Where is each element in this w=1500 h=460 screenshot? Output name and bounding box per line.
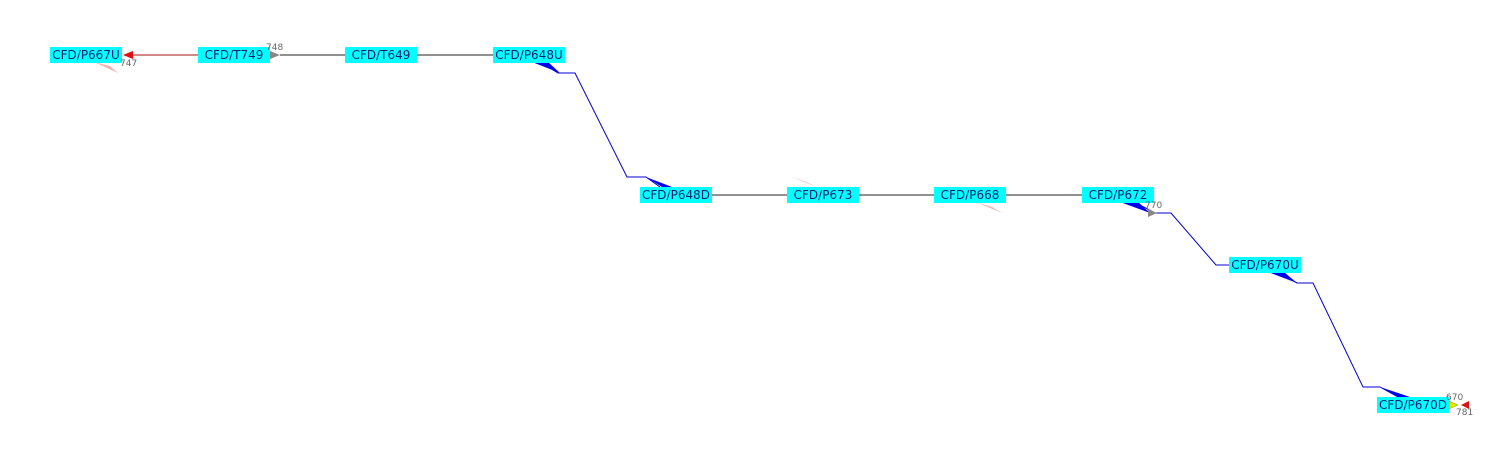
pink-wedge-p667u (94, 62, 118, 73)
port-number-748: 748 (266, 43, 283, 53)
node-p670d[interactable]: CFD/P670D (1377, 397, 1449, 413)
node-p667u[interactable]: CFD/P667U (50, 47, 122, 63)
node-t649[interactable]: CFD/T649 (345, 47, 417, 63)
link-p648u-p648d (544, 64, 661, 188)
node-label: CFD/P667U (52, 48, 120, 62)
pink-wedge-p673 (792, 177, 816, 187)
node-label: CFD/P673 (794, 188, 853, 202)
port-number-670: 670 (1446, 393, 1463, 403)
port-number-781: 781 (1456, 408, 1473, 418)
node-p648d[interactable]: CFD/P648D (640, 187, 712, 203)
pink-wedge-p668 (976, 202, 1002, 213)
arrow-gray-t749 (270, 51, 280, 59)
port-number-747: 747 (120, 59, 137, 69)
node-label: CFD/P648D (642, 188, 710, 202)
blue-wedge-p672 (1120, 202, 1150, 213)
node-t749[interactable]: CFD/T749 (198, 47, 270, 63)
blue-wedge-p648d (646, 177, 672, 187)
node-p673[interactable]: CFD/P673 (787, 187, 859, 203)
blue-wedge-p670u (1268, 272, 1297, 283)
node-label: CFD/T749 (205, 48, 264, 62)
arrow-red-p667u (123, 51, 133, 59)
arrow-gray-p672 (1148, 209, 1157, 217)
node-p672[interactable]: CFD/P672 (1082, 187, 1154, 203)
node-label: CFD/P670U (1231, 258, 1299, 272)
node-label: CFD/P670D (1379, 398, 1447, 412)
port-number-770: 770 (1145, 201, 1162, 211)
node-label: CFD/T649 (352, 48, 411, 62)
node-p648u[interactable]: CFD/P648U (493, 47, 565, 63)
blue-wedge-p648u (532, 62, 560, 73)
node-label: CFD/P672 (1089, 188, 1148, 202)
link-p670u-p670d (1281, 274, 1399, 398)
arrow-red-p670d (1461, 401, 1469, 409)
node-p668[interactable]: CFD/P668 (934, 187, 1006, 203)
blue-wedge-p670d (1380, 387, 1410, 397)
node-label: CFD/P648U (495, 48, 563, 62)
node-p670u[interactable]: CFD/P670U (1229, 257, 1301, 273)
node-label: CFD/P668 (941, 188, 1000, 202)
